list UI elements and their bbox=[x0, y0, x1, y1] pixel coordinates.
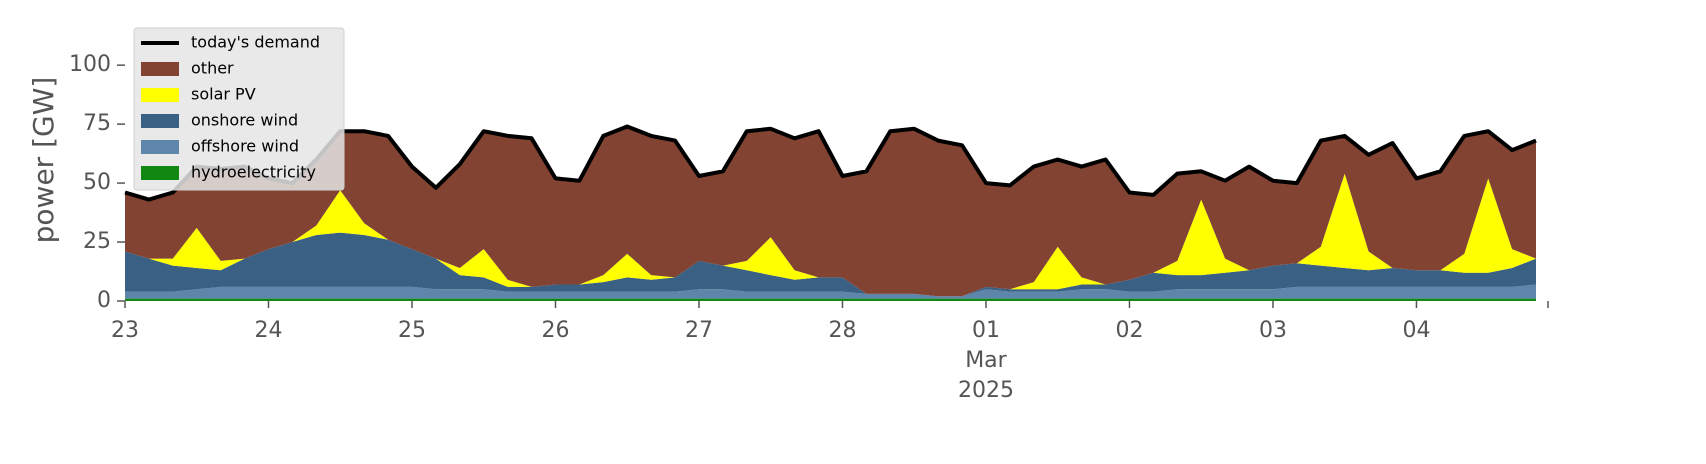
x-tick-label: 24 bbox=[254, 318, 282, 343]
legend-label: other bbox=[191, 59, 234, 78]
x-tick-label: 02 bbox=[1115, 318, 1143, 343]
x-tick-label: 01 bbox=[972, 318, 1000, 343]
legend-label: today's demand bbox=[191, 33, 320, 52]
demand-line bbox=[124, 124, 1537, 202]
y-tick-label: 0 bbox=[97, 288, 111, 313]
legend-swatch bbox=[141, 140, 179, 154]
area bbox=[125, 126, 1536, 297]
legend-swatch bbox=[141, 166, 179, 180]
legend-label: hydroelectricity bbox=[191, 163, 316, 182]
legend-box bbox=[133, 27, 345, 191]
area bbox=[125, 232, 1536, 297]
legend-label: offshore wind bbox=[191, 137, 299, 156]
legend-label: solar PV bbox=[191, 85, 256, 104]
x-tick-label: 26 bbox=[541, 318, 569, 343]
x-tick-label: 2025 bbox=[958, 378, 1014, 403]
x-tick-label: 03 bbox=[1259, 318, 1287, 343]
legend: today's demand other solar PV onshore wind o… bbox=[133, 27, 345, 191]
y-tick-label: 75 bbox=[83, 111, 111, 136]
x-tick-label: Mar bbox=[965, 348, 1007, 373]
y-tick-label: 50 bbox=[83, 170, 111, 195]
y-tick-label: 25 bbox=[83, 229, 111, 254]
area bbox=[125, 284, 1536, 299]
x-tick-label: 28 bbox=[828, 318, 856, 343]
x-tick-label: 04 bbox=[1402, 318, 1430, 343]
legend-swatch bbox=[141, 114, 179, 128]
y-axis-label: power [GW] bbox=[27, 77, 60, 244]
x-tick-label: 23 bbox=[111, 318, 139, 343]
x-tick-label: 27 bbox=[685, 318, 713, 343]
legend-swatch bbox=[141, 88, 179, 102]
x-tick-label: 25 bbox=[398, 318, 426, 343]
area bbox=[125, 173, 1536, 297]
area bbox=[125, 298, 1536, 301]
y-tick-label: 100 bbox=[69, 52, 111, 77]
legend-label: onshore wind bbox=[191, 111, 298, 130]
legend-swatch bbox=[141, 62, 179, 76]
